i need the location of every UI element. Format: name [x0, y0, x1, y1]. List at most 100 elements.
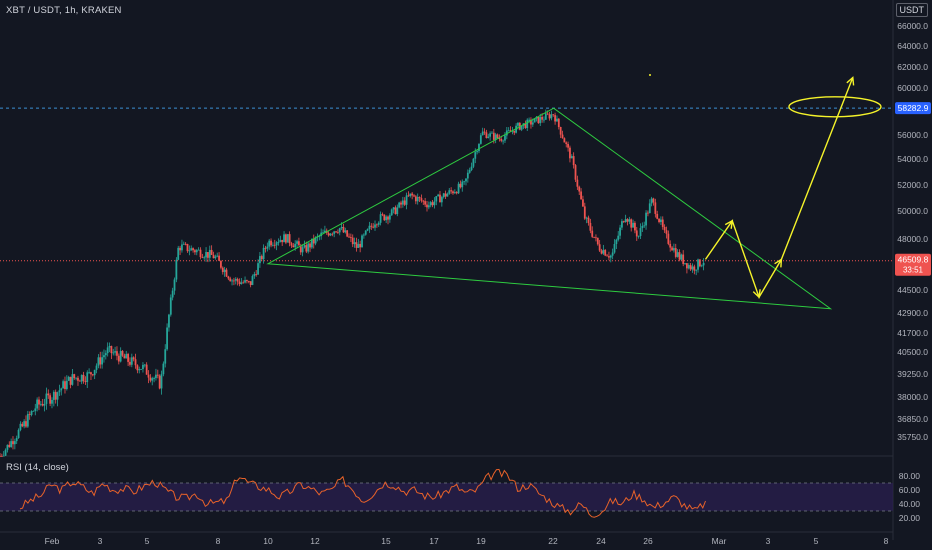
candle-body — [465, 178, 467, 182]
candle-body — [91, 374, 94, 376]
candle-body — [502, 140, 505, 142]
candle-body — [557, 118, 560, 128]
time-tick-label: 3 — [98, 536, 103, 546]
candle-body — [595, 237, 597, 239]
candle-body — [110, 346, 113, 354]
candle-body — [12, 441, 14, 445]
candle-body — [62, 381, 65, 389]
candle-body — [641, 225, 644, 229]
rsi-band — [0, 483, 893, 511]
candle-body — [632, 222, 634, 228]
candle-body — [686, 263, 688, 269]
candle-body — [643, 225, 646, 227]
candle-body — [262, 247, 265, 260]
projection-arrowhead — [724, 219, 734, 229]
price-tick-label: 56000.0 — [897, 130, 928, 140]
candle-body — [288, 234, 291, 244]
candle-body — [221, 267, 224, 273]
candle-body — [528, 119, 531, 121]
price-tick-label: 42900.0 — [897, 308, 928, 318]
candle-body — [602, 249, 605, 254]
candle-body — [383, 214, 386, 221]
candle-body — [476, 151, 479, 153]
candle-body — [472, 158, 475, 167]
candle-body — [229, 278, 232, 282]
candle-body — [260, 256, 263, 260]
candle-body — [478, 143, 480, 152]
time-axis[interactable]: Feb 3 5 8 10 12 15 17 19 22 24 26 Mar 3 5 8 — [45, 536, 889, 546]
candle-body — [405, 195, 408, 205]
candle-body — [548, 114, 551, 119]
candle-body — [310, 238, 313, 248]
candle-body — [546, 113, 549, 115]
candle-body — [418, 197, 421, 199]
candle-body — [225, 269, 228, 277]
projection-arrowhead — [774, 258, 783, 268]
rsi-tick-label: 40.00 — [899, 499, 921, 509]
candle-body — [483, 131, 486, 133]
candle-body — [351, 237, 354, 245]
candle-body — [138, 369, 141, 371]
price-tick-label: 60000.0 — [897, 83, 928, 93]
candle-body — [504, 135, 506, 141]
last-price-tag — [895, 253, 931, 276]
candle-body — [336, 232, 339, 234]
candle-body — [390, 209, 393, 216]
candle-body — [77, 377, 79, 381]
candle-body — [656, 213, 659, 219]
candle-body — [25, 421, 27, 427]
candle-body — [121, 350, 124, 356]
candle-body — [637, 235, 640, 237]
candle-body — [385, 216, 388, 221]
candle-body — [103, 355, 105, 358]
candle-body — [314, 237, 317, 244]
price-candles — [0, 109, 705, 457]
candle-body — [470, 166, 473, 171]
candle-body — [171, 290, 174, 298]
candle-body — [593, 236, 595, 238]
candle-body — [136, 365, 139, 371]
candle-body — [275, 242, 278, 246]
candle-body — [561, 134, 564, 139]
candle-body — [474, 152, 477, 159]
candle-body — [30, 411, 33, 415]
candle-body — [129, 361, 131, 365]
price-axis[interactable]: 66000.0 64000.0 62000.0 60000.0 56000.0 54000… — [895, 21, 931, 523]
candle-body — [639, 228, 642, 236]
last-price-label: 46509.8 — [898, 255, 929, 265]
currency-badge[interactable]: USDT — [895, 3, 928, 17]
candle-body — [218, 255, 220, 261]
candle-body — [95, 365, 98, 370]
candle-body — [374, 224, 376, 228]
candle-body — [492, 132, 495, 140]
candle-body — [301, 247, 304, 253]
candle-body — [240, 282, 243, 285]
candle-body — [604, 249, 607, 256]
candle-body — [338, 228, 341, 233]
candle-body — [88, 372, 91, 374]
candle-body — [75, 377, 78, 379]
candle-body — [182, 243, 185, 245]
candle-body — [411, 193, 414, 196]
candle-body — [507, 130, 510, 132]
candle-body — [220, 260, 222, 268]
candle-body — [489, 133, 492, 137]
candle-body — [466, 172, 469, 179]
candle-body — [537, 117, 540, 124]
candle-body — [173, 279, 176, 291]
candle-body — [444, 193, 447, 197]
candle-body — [663, 226, 666, 231]
candle-body — [622, 221, 625, 223]
candle-body — [403, 200, 406, 205]
candle-body — [468, 170, 471, 173]
candle-body — [156, 374, 159, 376]
candle-body — [333, 231, 336, 234]
candle-body — [36, 399, 39, 409]
candle-body — [303, 245, 306, 248]
candle-body — [587, 217, 590, 223]
candle-body — [6, 444, 9, 450]
candle-body — [210, 249, 213, 255]
candle-body — [671, 247, 673, 251]
candle-body — [453, 192, 456, 194]
